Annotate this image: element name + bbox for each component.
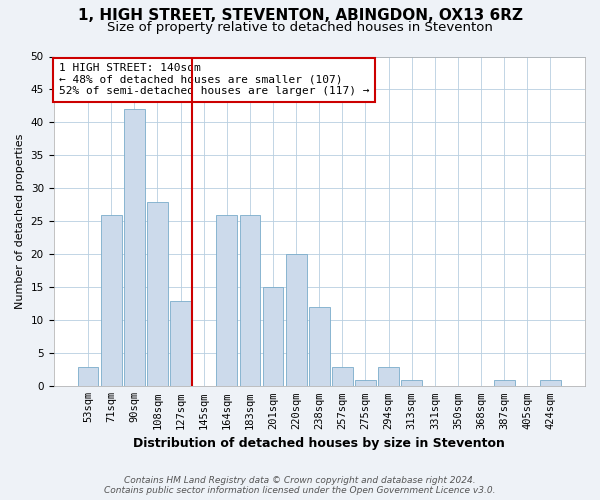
Bar <box>378 366 399 386</box>
Text: Size of property relative to detached houses in Steventon: Size of property relative to detached ho… <box>107 21 493 34</box>
Bar <box>494 380 515 386</box>
Bar <box>147 202 168 386</box>
Bar <box>101 215 122 386</box>
Bar <box>286 254 307 386</box>
Bar <box>355 380 376 386</box>
Bar <box>309 307 329 386</box>
Bar <box>170 300 191 386</box>
Text: 1, HIGH STREET, STEVENTON, ABINGDON, OX13 6RZ: 1, HIGH STREET, STEVENTON, ABINGDON, OX1… <box>77 8 523 22</box>
Bar <box>540 380 561 386</box>
Bar <box>77 366 98 386</box>
X-axis label: Distribution of detached houses by size in Steventon: Distribution of detached houses by size … <box>133 437 505 450</box>
Y-axis label: Number of detached properties: Number of detached properties <box>15 134 25 309</box>
Text: Contains HM Land Registry data © Crown copyright and database right 2024.
Contai: Contains HM Land Registry data © Crown c… <box>104 476 496 495</box>
Text: 1 HIGH STREET: 140sqm
← 48% of detached houses are smaller (107)
52% of semi-det: 1 HIGH STREET: 140sqm ← 48% of detached … <box>59 63 370 96</box>
Bar <box>332 366 353 386</box>
Bar <box>239 215 260 386</box>
Bar <box>217 215 237 386</box>
Bar <box>124 110 145 386</box>
Bar <box>401 380 422 386</box>
Bar <box>263 288 283 386</box>
